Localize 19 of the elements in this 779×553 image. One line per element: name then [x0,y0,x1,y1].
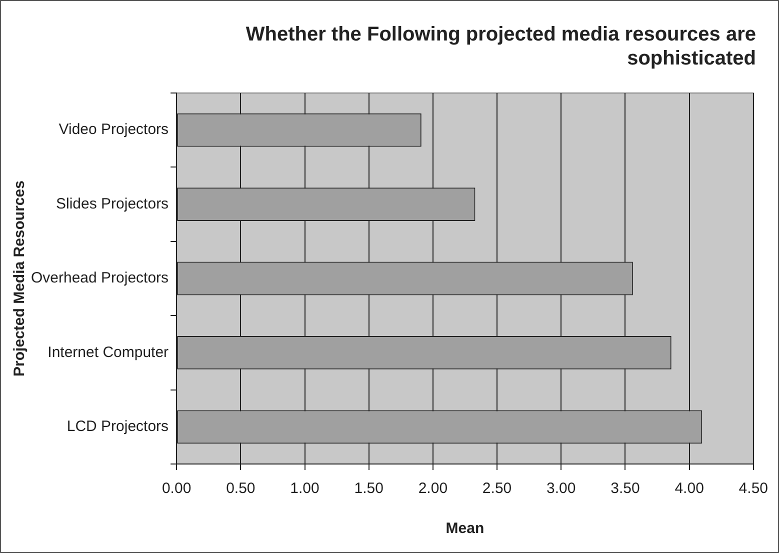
x-tick-label: 1.00 [290,480,320,498]
y-tick-label: LCD Projectors [66,418,169,436]
y-tick-label: Internet Computer [48,344,169,361]
text: sophisticated [627,48,756,70]
x-tick-label: 3.00 [546,480,576,498]
x-tick-label: 3.50 [610,480,640,498]
text: Whether the Following projected media resources are [246,24,756,46]
y-tick-label: Slides Projectors [56,195,169,212]
x-tick-label: 1.50 [354,480,384,498]
x-tick-label: 0.50 [226,480,256,498]
x-tick-label: 2.00 [418,480,448,498]
x-tick-label: 4.50 [738,480,768,498]
y-axis-title: Projected Media Resources [11,180,28,376]
x-tick-label: 2.50 [482,480,512,498]
x-axis-title: Mean [446,520,484,538]
x-tick-label: 4.00 [674,480,704,498]
y-tick-label: Video Projectors [58,121,169,138]
y-tick-label: Overhead Projectors [30,270,169,287]
x-tick-label: 0.00 [162,480,192,498]
